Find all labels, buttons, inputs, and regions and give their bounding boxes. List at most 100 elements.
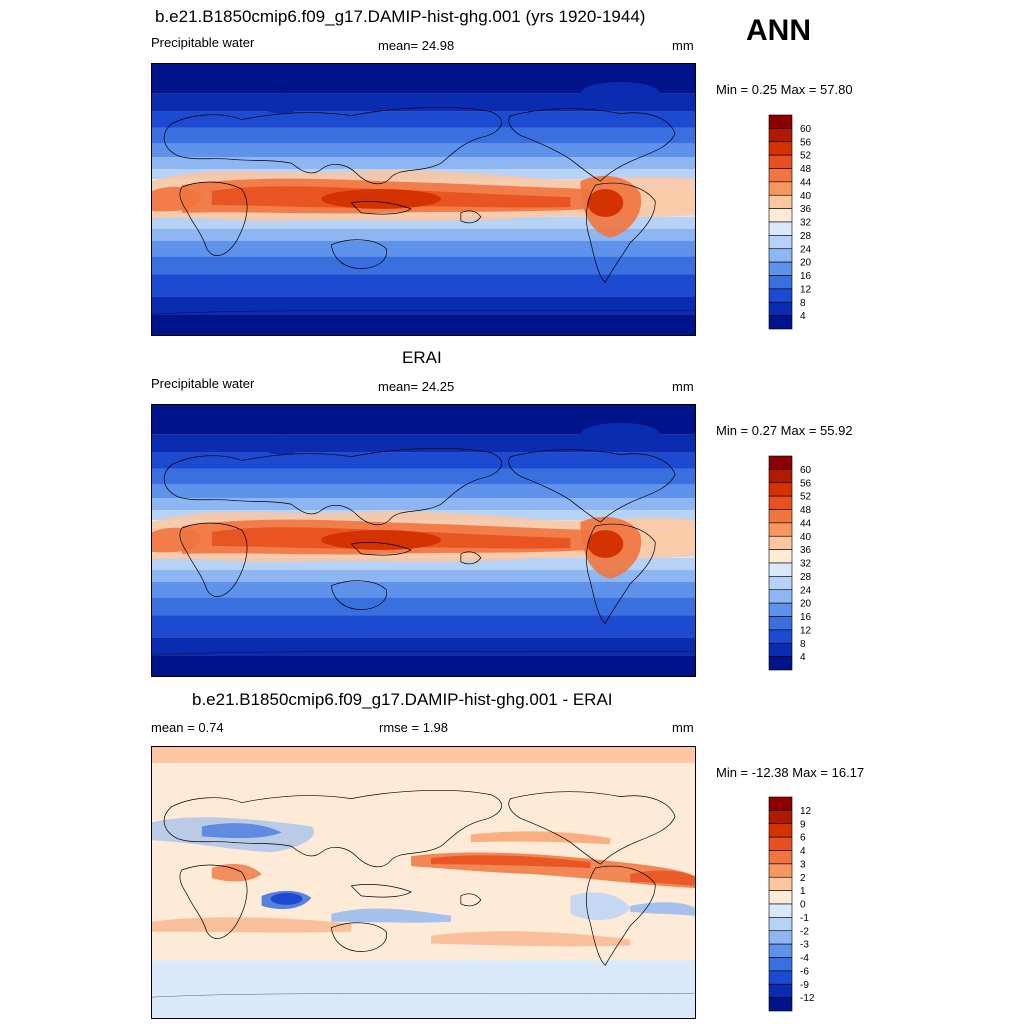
- colorbar-swatch: [768, 970, 793, 985]
- colorbar-label: 44: [800, 177, 812, 188]
- colorbar-swatch: [768, 629, 793, 644]
- colorbar-swatch: [768, 957, 793, 972]
- colorbar-label: 1: [800, 886, 806, 897]
- panel2-title: ERAI: [402, 348, 442, 367]
- colorbar-swatch: [768, 248, 793, 263]
- panel2-map: [151, 404, 696, 677]
- panel1-colorbar: 60 56 52 48 44 40 36 32 28 24 20 16 12 8 4: [768, 114, 829, 330]
- colorbar-label: -12: [800, 993, 815, 1004]
- colorbar-swatch: [768, 576, 793, 591]
- colorbar-swatch: [768, 890, 793, 905]
- colorbar-label: 60: [800, 124, 812, 135]
- colorbar-swatch: [768, 589, 793, 604]
- colorbar-label: 4: [800, 311, 806, 322]
- colorbar-label: 16: [800, 271, 812, 282]
- colorbar-label: 48: [800, 505, 812, 516]
- colorbar-swatch: [768, 863, 793, 878]
- colorbar-swatch: [768, 616, 793, 631]
- colorbar-label: 6: [800, 833, 806, 844]
- colorbar-label: 40: [800, 532, 812, 543]
- colorbar-label: 56: [800, 478, 812, 489]
- colorbar-swatch: [768, 315, 793, 330]
- colorbar-label: 8: [800, 298, 806, 309]
- panel3-colorbar: 12 9 6 4 3 2 1 0 -1 -2 -3 -4 -6 -9 -12: [768, 796, 829, 1012]
- colorbar-swatch: [768, 810, 793, 825]
- colorbar-label: 28: [800, 231, 812, 242]
- panel2-minmax-label: Min = 0.27 Max = 55.92: [716, 423, 853, 438]
- colorbar-label: 24: [800, 244, 812, 255]
- colorbar-label: 56: [800, 137, 812, 148]
- panel3-minmax-label: Min = -12.38 Max = 16.17: [716, 765, 865, 780]
- colorbar-swatch: [768, 168, 793, 183]
- colorbar-label: -2: [800, 926, 809, 937]
- colorbar-swatch: [768, 997, 793, 1012]
- colorbar-label: 20: [800, 599, 812, 610]
- colorbar-label: 3: [800, 859, 806, 870]
- colorbar-swatch: [768, 235, 793, 250]
- colorbar-label: -6: [800, 966, 809, 977]
- colorbar-swatch: [768, 208, 793, 223]
- colorbar-swatch: [768, 455, 793, 470]
- colorbar-swatch: [768, 114, 793, 129]
- season-label: ANN: [746, 14, 811, 47]
- colorbar-swatch: [768, 181, 793, 196]
- panel2-colorbar: 60 56 52 48 44 40 36 32 28 24 20 16 12 8 4: [768, 455, 829, 671]
- panel2-mean-label: mean= 24.25: [378, 379, 455, 394]
- colorbar-swatch: [768, 288, 793, 303]
- colorbar-label: 2: [800, 873, 806, 884]
- colorbar-label: 4: [800, 846, 806, 857]
- colorbar-swatch: [768, 469, 793, 484]
- colorbar-label: 0: [800, 900, 806, 911]
- colorbar-swatch: [768, 943, 793, 958]
- colorbar-label: 8: [800, 639, 806, 650]
- colorbar-label: 36: [800, 204, 812, 215]
- colorbar-label: 36: [800, 545, 812, 556]
- panel3-map: [151, 746, 696, 1019]
- colorbar-label: 12: [800, 625, 812, 636]
- colorbar-swatch: [768, 128, 793, 143]
- colorbar-swatch: [768, 796, 793, 811]
- colorbar-label: 52: [800, 151, 812, 162]
- panel3-units-label: mm: [672, 720, 694, 735]
- colorbar-swatch: [768, 154, 793, 169]
- colorbar-label: 16: [800, 612, 812, 623]
- colorbar-swatch: [768, 535, 793, 550]
- panel3-mean-label: mean = 0.74: [151, 720, 224, 735]
- colorbar-swatch: [768, 562, 793, 577]
- colorbar-swatch: [768, 141, 793, 156]
- colorbar-swatch: [768, 221, 793, 236]
- colorbar-label: 12: [800, 284, 812, 295]
- colorbar-label: 60: [800, 465, 812, 476]
- panel1-map: [151, 63, 696, 336]
- colorbar-swatch: [768, 275, 793, 290]
- panel2-units-label: mm: [672, 379, 694, 394]
- colorbar-swatch: [768, 903, 793, 918]
- colorbar-label: 44: [800, 518, 812, 529]
- colorbar-swatch: [768, 983, 793, 998]
- colorbar-label: 9: [800, 819, 806, 830]
- panel1-units-label: mm: [672, 38, 694, 53]
- panel1-minmax-label: Min = 0.25 Max = 57.80: [716, 82, 853, 97]
- panel1-mean-label: mean= 24.98: [378, 38, 455, 53]
- colorbar-label: -4: [800, 953, 809, 964]
- colorbar-swatch: [768, 522, 793, 537]
- colorbar-swatch: [768, 876, 793, 891]
- colorbar-swatch: [768, 602, 793, 617]
- colorbar-label: 4: [800, 652, 806, 663]
- colorbar-label: 40: [800, 191, 812, 202]
- colorbar-swatch: [768, 642, 793, 657]
- colorbar-swatch: [768, 823, 793, 838]
- colorbar-swatch: [768, 194, 793, 209]
- colorbar-swatch: [768, 836, 793, 851]
- panel1-variable-label: Precipitable water: [151, 35, 255, 50]
- colorbar-label: 52: [800, 492, 812, 503]
- colorbar-label: -9: [800, 980, 809, 991]
- colorbar-swatch: [768, 656, 793, 671]
- colorbar-swatch: [768, 930, 793, 945]
- colorbar-label: 24: [800, 585, 812, 596]
- colorbar-swatch: [768, 549, 793, 564]
- panel1-title: b.e21.B1850cmip6.f09_g17.DAMIP-hist-ghg.…: [155, 7, 646, 26]
- panel3-rmse-label: rmse = 1.98: [379, 720, 449, 735]
- colorbar-label: 20: [800, 258, 812, 269]
- panel3-title: b.e21.B1850cmip6.f09_g17.DAMIP-hist-ghg.…: [192, 690, 613, 709]
